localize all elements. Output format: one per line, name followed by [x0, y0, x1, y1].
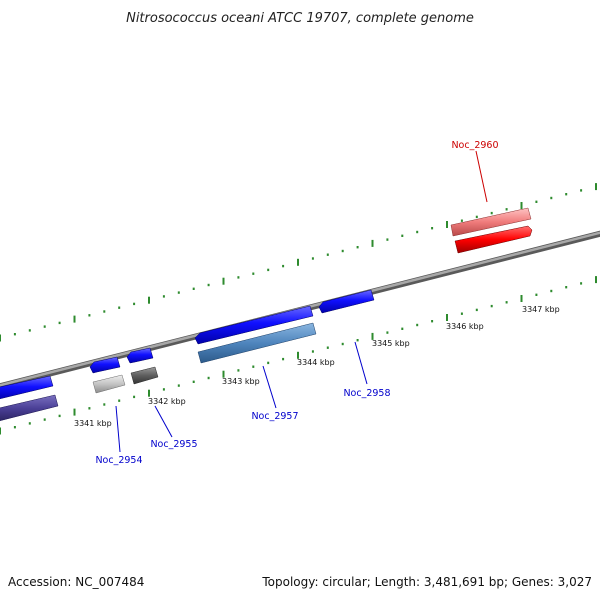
- kbp-labels: 3341 kbp 3342 kbp 3343 kbp 3344 kbp 3345…: [74, 305, 560, 428]
- upper-tick-track: [0, 183, 597, 342]
- gene-noc2960-pink[interactable]: [450, 207, 532, 237]
- genome-summary-text: Topology: circular; Length: 3,481,691 bp…: [261, 575, 592, 589]
- gene-left-edge-reverse[interactable]: [0, 394, 59, 422]
- leader-line-noc2955: [154, 405, 173, 438]
- kbp-label-3344: 3344 kbp: [297, 358, 335, 367]
- gene-arrow-noc2960-red[interactable]: [454, 225, 533, 254]
- gene-arrow-noc2958[interactable]: [318, 289, 375, 314]
- gene-arrow-noc2954-neighbor[interactable]: [89, 356, 121, 374]
- gene-arrow-noc2955-neighbor[interactable]: [126, 347, 154, 364]
- map-title: Nitrosococcus oceani ATCC 19707, complet…: [126, 11, 474, 26]
- gene-leader-lines: [115, 150, 488, 453]
- gene-label-noc2955[interactable]: Noc_2955: [150, 439, 197, 450]
- leader-line-noc2958: [354, 341, 368, 385]
- gene-labels: Noc_2954 Noc_2955 Noc_2957 Noc_2958 Noc_…: [95, 140, 498, 466]
- kbp-label-3346: 3346 kbp: [446, 322, 484, 331]
- leader-line-noc2954: [115, 405, 121, 453]
- kbp-label-3347: 3347 kbp: [522, 305, 560, 314]
- gene-arrow-left-edge-forward[interactable]: [0, 375, 54, 400]
- accession-text: Accession: NC_007484: [8, 575, 144, 589]
- gene-label-noc2957[interactable]: Noc_2957: [251, 411, 298, 422]
- lower-tick-track: [0, 276, 597, 435]
- gene-label-noc2954[interactable]: Noc_2954: [95, 455, 142, 466]
- gene-noc2955[interactable]: [130, 366, 159, 385]
- gene-noc2957[interactable]: [197, 322, 317, 364]
- leader-line-noc2957: [262, 365, 277, 409]
- gene-noc2954[interactable]: [92, 374, 126, 394]
- kbp-label-3342: 3342 kbp: [148, 397, 186, 406]
- leader-line-noc2960: [475, 150, 488, 203]
- kbp-label-3341: 3341 kbp: [74, 419, 112, 428]
- gene-label-noc2960[interactable]: Noc_2960: [451, 140, 498, 151]
- kbp-label-3343: 3343 kbp: [222, 377, 260, 386]
- gene-label-noc2958[interactable]: Noc_2958: [343, 388, 390, 399]
- gene-arrow-noc2957-forward[interactable]: [194, 305, 314, 345]
- kbp-label-3345: 3345 kbp: [372, 339, 410, 348]
